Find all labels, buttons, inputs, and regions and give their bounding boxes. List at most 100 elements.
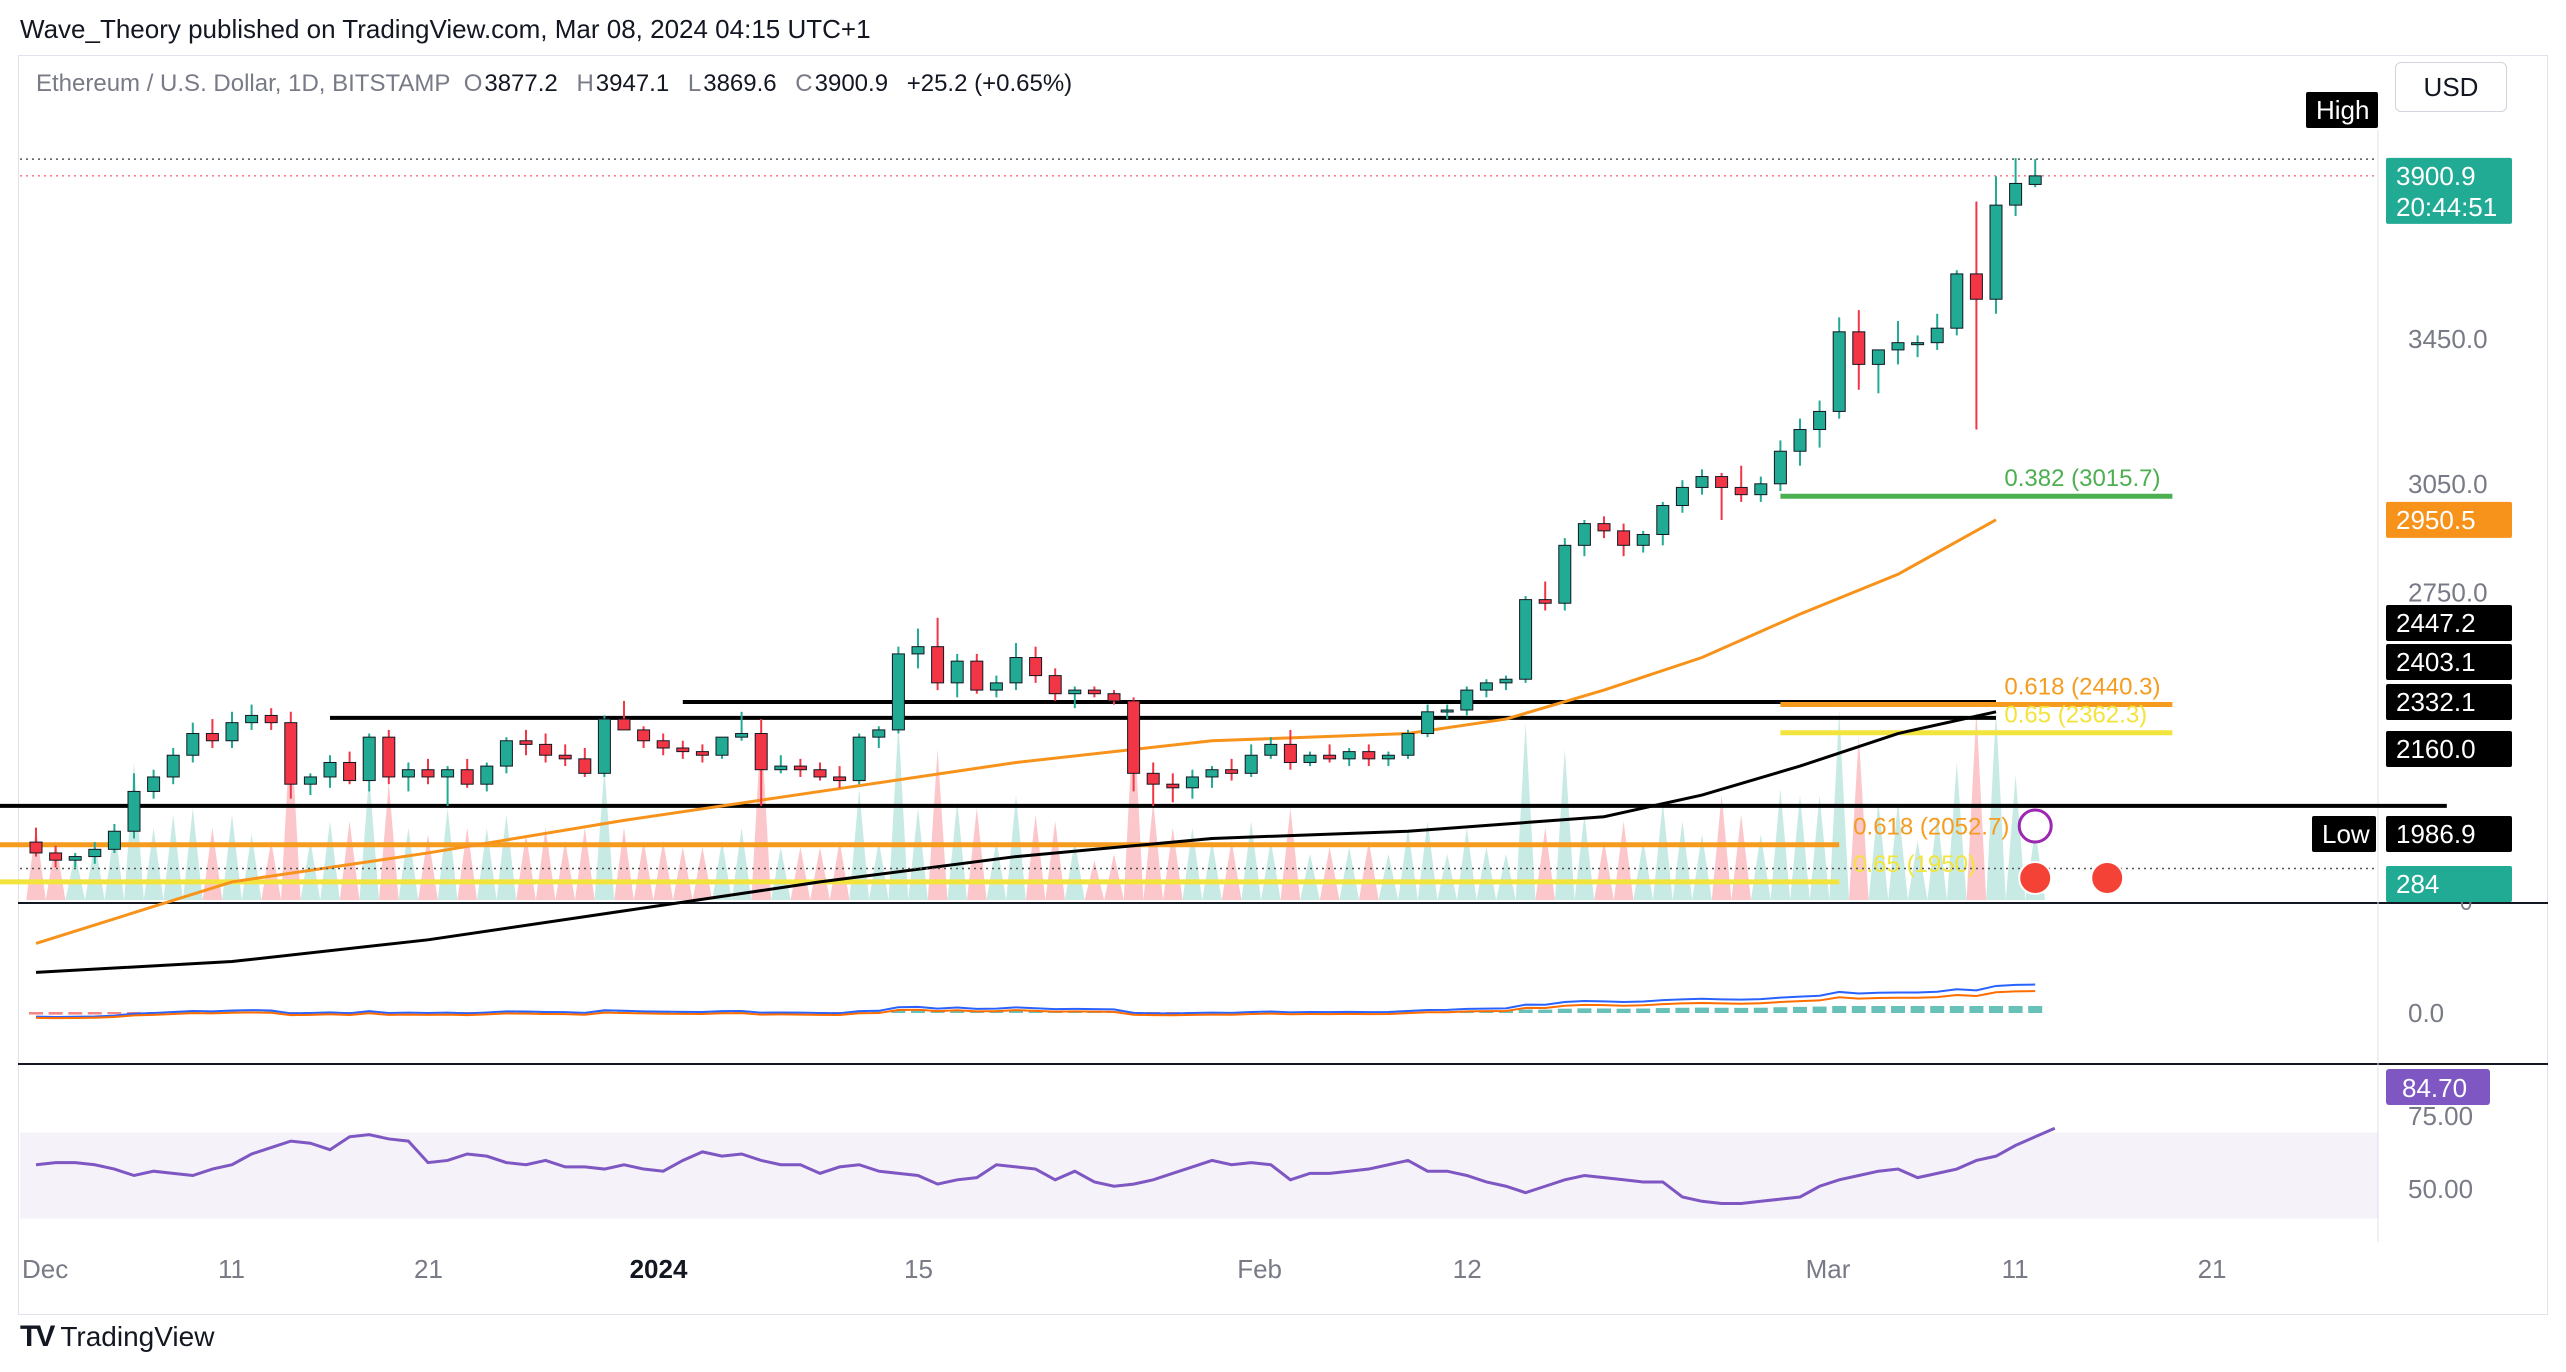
candle-body[interactable] [1989, 204, 2003, 300]
level-2447-tag[interactable] [2386, 605, 2512, 641]
candle-body[interactable] [1675, 486, 1689, 507]
candle-body[interactable] [1440, 709, 1454, 713]
candle-body[interactable] [1597, 523, 1611, 532]
candle-body[interactable] [695, 751, 709, 756]
rsi-last-tag[interactable] [2386, 1069, 2490, 1105]
candle-body[interactable] [323, 761, 337, 778]
candle-body[interactable] [656, 740, 670, 749]
candle-body[interactable] [1950, 273, 1964, 329]
candle-body[interactable] [578, 758, 592, 774]
candle-body[interactable] [872, 729, 886, 738]
candle-body[interactable] [519, 740, 533, 745]
candle-body[interactable] [68, 856, 82, 861]
candle-body[interactable] [1577, 523, 1591, 546]
candle-body[interactable] [1068, 689, 1082, 695]
candle-body[interactable] [1127, 700, 1141, 774]
candle-body[interactable] [1636, 533, 1650, 546]
low-value-tag[interactable] [2386, 816, 2512, 852]
candle-body[interactable] [1793, 429, 1807, 452]
candle-body[interactable] [1773, 450, 1787, 485]
candle-body[interactable] [1460, 689, 1474, 711]
candle-body[interactable] [343, 761, 357, 782]
candle-body[interactable] [1930, 327, 1944, 344]
candle-body[interactable] [1695, 476, 1709, 488]
candle-body[interactable] [1715, 476, 1729, 488]
candle-body[interactable] [1244, 754, 1258, 774]
candle-body[interactable] [1656, 505, 1670, 535]
low-tag[interactable] [2312, 816, 2376, 852]
candle-body[interactable] [127, 790, 141, 832]
candle-body[interactable] [1146, 772, 1160, 785]
level-2160-tag[interactable] [2386, 731, 2512, 767]
candle-body[interactable] [1911, 342, 1925, 346]
candle-body[interactable] [1538, 599, 1552, 604]
candle-body[interactable] [303, 776, 317, 785]
candle-body[interactable] [1283, 743, 1297, 763]
candle-body[interactable] [1499, 678, 1513, 684]
candle-body[interactable] [676, 747, 690, 753]
candle-body[interactable] [1205, 769, 1219, 778]
candle-body[interactable] [1754, 483, 1768, 496]
candle-body[interactable] [186, 733, 200, 756]
candle-body[interactable] [1401, 733, 1415, 756]
candle-body[interactable] [891, 653, 905, 731]
candle-body[interactable] [833, 776, 847, 782]
lightning-icon[interactable] [2017, 808, 2053, 844]
tradingview-logo[interactable]: TV TradingView [20, 1320, 214, 1354]
candle-body[interactable] [284, 722, 298, 785]
volume-tag[interactable] [2386, 866, 2512, 902]
candle-body[interactable] [1421, 711, 1435, 735]
candle-body[interactable] [931, 646, 945, 684]
candle-body[interactable] [1813, 410, 1827, 431]
candle-body[interactable] [735, 733, 749, 738]
candle-body[interactable] [774, 765, 788, 771]
last-price-tag[interactable] [2386, 157, 2512, 224]
candle-body[interactable] [499, 740, 513, 767]
candle-body[interactable] [1362, 751, 1376, 760]
candle-body[interactable] [950, 660, 964, 684]
candle-body[interactable] [88, 848, 102, 858]
candle-body[interactable] [1734, 486, 1748, 496]
candle-body[interactable] [754, 733, 768, 771]
candle-body[interactable] [1558, 544, 1572, 604]
symbol-title[interactable]: Ethereum / U.S. Dollar, 1D, BITSTAMP [36, 70, 451, 97]
candle-body[interactable] [225, 722, 239, 742]
level-2332-tag[interactable] [2386, 684, 2512, 720]
candle-body[interactable] [2028, 175, 2042, 185]
candle-body[interactable] [1107, 693, 1121, 702]
candle-body[interactable] [1519, 599, 1533, 680]
candle-body[interactable] [1029, 657, 1043, 677]
candle-body[interactable] [460, 769, 474, 785]
candle-body[interactable] [480, 765, 494, 785]
candle-body[interactable] [1009, 657, 1023, 684]
candle-body[interactable] [539, 743, 553, 756]
candle-body[interactable] [382, 736, 396, 778]
candle-body[interactable] [1264, 743, 1278, 756]
level-2403-tag[interactable] [2386, 644, 2512, 680]
candle-body[interactable] [1479, 682, 1493, 691]
candle-body[interactable] [715, 736, 729, 756]
candle-body[interactable] [147, 776, 161, 792]
candle-body[interactable] [637, 729, 651, 742]
candle-body[interactable] [107, 830, 121, 850]
candle-body[interactable] [1871, 349, 1885, 365]
ema50-tag[interactable] [2386, 501, 2512, 538]
candle-body[interactable] [49, 852, 63, 861]
candle-body[interactable] [617, 718, 631, 731]
candle-body[interactable] [166, 754, 180, 778]
candle-body[interactable] [1087, 689, 1101, 695]
candle-body[interactable] [1891, 342, 1905, 351]
candle-body[interactable] [1303, 754, 1317, 763]
candle-body[interactable] [1832, 331, 1846, 412]
candle-body[interactable] [245, 714, 259, 724]
candle-body[interactable] [1969, 273, 1983, 300]
candle-body[interactable] [362, 736, 376, 782]
candle-body[interactable] [1166, 783, 1180, 789]
candle-body[interactable] [1852, 331, 1866, 365]
candle-body[interactable] [597, 718, 611, 774]
candle-body[interactable] [264, 714, 278, 724]
high-tag[interactable] [2306, 92, 2378, 128]
currency-button[interactable]: USD [2395, 62, 2507, 112]
candle-body[interactable] [1342, 751, 1356, 760]
